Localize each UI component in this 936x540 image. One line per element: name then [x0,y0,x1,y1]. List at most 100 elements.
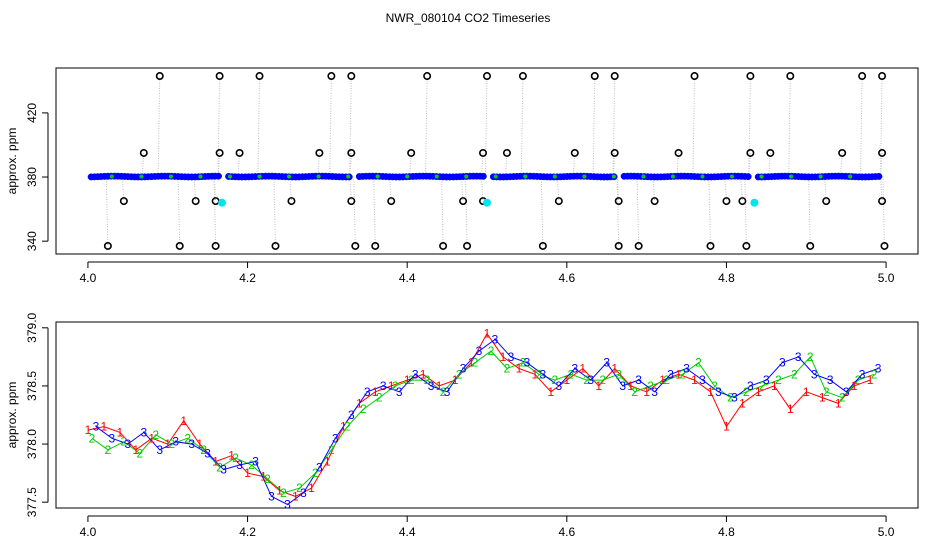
series-lines [87,332,879,506]
series-3-marker: 3 [699,373,706,387]
series-1-marker: 1 [244,466,251,480]
spike-point [347,197,356,206]
spike-point [878,197,887,206]
series-3-marker: 3 [811,367,818,381]
series-1-marker: 1 [675,367,682,381]
spike-point [554,197,563,206]
series-2-marker: 2 [360,402,367,416]
spike-trace [157,76,161,177]
series-2-marker: 2 [216,460,223,474]
spike-point [215,148,224,157]
spike-point [347,148,356,157]
series-2-marker: 2 [775,373,782,387]
spike-trace [556,176,560,202]
spike-point [570,148,579,157]
series-2-marker: 2 [615,367,622,381]
spike-point [502,148,511,157]
series-2-marker: 2 [679,367,686,381]
series-2-marker: 2 [120,435,127,449]
series-2-marker: 2 [536,367,543,381]
spike-trace [740,176,743,202]
baseline-point-green [257,174,262,179]
series-2-marker: 2 [663,373,670,387]
baseline-point-green [641,174,646,179]
spike-point [722,197,731,206]
series-3-marker: 3 [587,373,594,387]
flag-point [218,198,227,207]
series-1-marker: 1 [148,431,155,445]
spike-point [614,197,623,206]
series-2-marker: 2 [871,367,878,381]
series-3-marker: 3 [156,443,163,457]
spike-point [155,72,164,81]
series-2-marker: 2 [839,391,846,405]
series-1-marker: 1 [180,414,187,428]
spike-point [103,241,112,250]
x-tick-label: 4.4 [399,271,416,285]
axes: 4.0 4.2 4.4 4.6 4.8 5.0 377.5 378.0 378.5 379.0 [25,312,895,539]
spike-point [139,148,148,157]
series-2-marker: 2 [424,373,431,387]
series-1-marker: 1 [164,437,171,451]
spike-point [287,197,296,206]
spike-point [327,72,336,81]
spike-point [518,72,527,81]
series-3-marker: 3 [651,385,658,399]
spike-point [407,148,416,157]
series-3-marker: 3 [476,344,483,358]
series-3-marker: 3 [124,437,131,451]
spike-trace [708,176,711,246]
baseline-point-green [523,174,528,179]
series-2-marker: 2 [376,391,383,405]
x-tick-label: 4.8 [718,525,735,539]
series-3-marker: 3 [731,391,738,405]
series-3-marker: 3 [316,460,323,474]
series-1-marker: 1 [452,373,459,387]
spike-point [610,148,619,157]
spike-trace [616,176,620,246]
spike-trace [353,176,356,246]
series-1-marker: 1 [787,402,794,416]
trace-lines [105,76,885,246]
spike-point [479,148,488,157]
spike-point [538,241,547,250]
series-1-marker: 1 [372,385,379,399]
series-3-marker: 3 [859,367,866,381]
spike-trace [460,176,464,202]
spike-trace [349,76,352,177]
baseline-point-green [730,174,735,179]
series-1-marker: 1 [308,481,315,495]
baseline-point-green [759,174,764,179]
series-1-marker: 1 [356,396,363,410]
series-2-marker: 2 [184,431,191,445]
series-1-marker: 1 [117,425,124,439]
series-2-marker: 2 [440,385,447,399]
spike-point [878,148,887,157]
series-1-marker: 1 [260,470,267,484]
series-3-marker: 3 [284,498,291,512]
spike-point [439,241,448,250]
x-tick-label: 5.0 [878,271,895,285]
series-2-marker: 2 [823,385,830,399]
spike-point [235,148,244,157]
baseline-point-green [346,174,351,179]
baseline-point-green [375,174,380,179]
series-3-marker: 3 [635,373,642,387]
spike-trace [349,176,352,202]
y-tick-label: 378.0 [25,429,39,459]
spike-trace [213,176,217,202]
x-tick-label: 4.2 [239,525,256,539]
x-tick-label: 4.6 [558,271,575,285]
spike-trace [692,76,696,177]
series-2-marker: 2 [408,373,415,387]
baseline-point-green [227,174,232,179]
baseline-point-green [493,174,498,179]
spike-point [786,72,795,81]
spike-point [878,72,887,81]
spike-point [271,241,280,250]
series-1-marker: 1 [755,385,762,399]
spike-point [191,197,200,206]
series-2-marker: 2 [599,373,606,387]
series-1-marker: 1 [771,379,778,393]
spike-trace [480,176,484,202]
